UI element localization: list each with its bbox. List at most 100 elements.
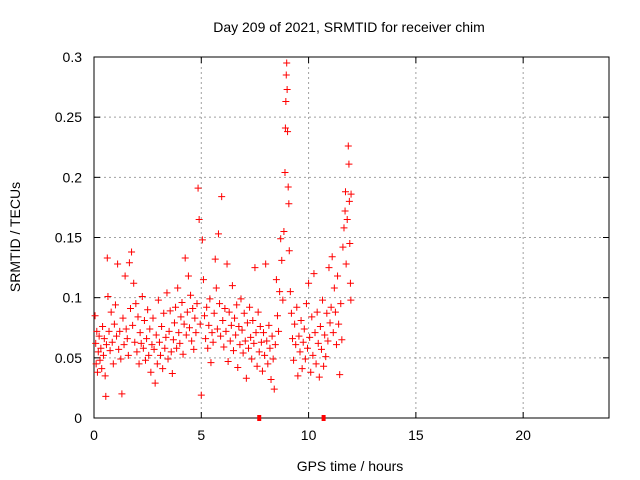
data-point [142, 356, 149, 364]
data-point [290, 356, 298, 364]
data-point [223, 260, 231, 268]
data-point [183, 308, 191, 316]
data-point [210, 309, 218, 317]
data-point [337, 300, 345, 308]
data-point [283, 85, 291, 93]
data-point [345, 197, 353, 205]
data-point [300, 325, 308, 333]
data-point [93, 368, 101, 376]
data-point [326, 319, 334, 327]
data-point [336, 371, 344, 379]
data-point [196, 320, 204, 328]
data-point [218, 193, 226, 201]
data-point [250, 339, 258, 347]
data-point [155, 338, 163, 346]
data-point [257, 338, 265, 346]
y-tick-label: 0.2 [63, 169, 83, 185]
data-point [109, 360, 117, 368]
data-point [283, 59, 291, 67]
data-point [302, 300, 310, 308]
data-point [135, 360, 143, 368]
data-point [313, 308, 321, 316]
data-point [330, 284, 338, 292]
data-point [188, 337, 196, 345]
data-point [344, 142, 352, 150]
data-point [253, 362, 261, 370]
data-point [227, 321, 235, 329]
data-point [243, 319, 251, 327]
data-point [130, 279, 138, 287]
data-point [136, 329, 144, 337]
data-point [316, 323, 324, 331]
data-point [263, 337, 271, 345]
data-point [103, 254, 111, 262]
data-point [159, 365, 167, 373]
data-point [126, 304, 134, 312]
data-point [182, 331, 190, 339]
data-point [115, 345, 123, 353]
data-point [105, 327, 113, 335]
data-point [245, 344, 252, 352]
data-point [221, 304, 229, 312]
data-point [312, 360, 320, 368]
data-point [335, 320, 343, 328]
data-point [311, 329, 319, 337]
data-point [324, 337, 332, 345]
x-axis-title: GPS time / hours [297, 458, 404, 474]
data-point [297, 317, 305, 325]
data-point [147, 368, 155, 376]
data-point [323, 309, 331, 317]
data-point [239, 349, 247, 357]
data-point [195, 215, 203, 223]
data-point [258, 367, 266, 375]
data-point [252, 329, 260, 337]
data-point [220, 343, 228, 351]
data-point [329, 329, 337, 337]
data-point [96, 356, 104, 364]
y-tick-label: 0.1 [63, 290, 83, 306]
data-point [197, 391, 205, 399]
x-tick-label: 20 [515, 427, 531, 443]
y-tick-label: 0.15 [55, 230, 82, 246]
data-point [291, 320, 299, 328]
data-point [98, 365, 106, 373]
data-point [256, 323, 264, 331]
data-point [249, 317, 257, 325]
data-point [173, 344, 181, 352]
data-point [146, 325, 154, 333]
data-point [266, 344, 274, 352]
data-point [150, 345, 158, 353]
data-point [207, 359, 215, 367]
data-point [176, 339, 184, 347]
data-point [233, 301, 241, 309]
data-point [347, 296, 355, 304]
data-point [170, 319, 178, 327]
data-point [184, 272, 192, 280]
data-point [145, 351, 153, 359]
data-point [172, 303, 180, 311]
data-point [95, 332, 103, 340]
data-point [102, 341, 110, 349]
data-point [114, 260, 122, 268]
data-point [265, 321, 273, 329]
data-point [143, 335, 151, 343]
data-point [122, 325, 130, 333]
data-point [164, 355, 172, 363]
y-axis-title: SRMTID / TECUs [7, 182, 23, 292]
data-point [203, 303, 211, 311]
data-point [229, 347, 237, 355]
data-point [134, 313, 142, 321]
grid-lines [94, 57, 609, 418]
data-point [187, 291, 195, 299]
data-point [306, 333, 314, 341]
data-point [325, 264, 333, 272]
data-point [262, 260, 270, 268]
data-point [205, 321, 213, 329]
data-point [340, 224, 348, 232]
data-point [123, 335, 131, 343]
data-point [121, 272, 129, 280]
chart-title: Day 209 of 2021, SRMTID for receiver chi… [213, 19, 485, 35]
data-point [177, 313, 185, 321]
gap-marker [321, 415, 326, 421]
data-point [271, 341, 279, 349]
